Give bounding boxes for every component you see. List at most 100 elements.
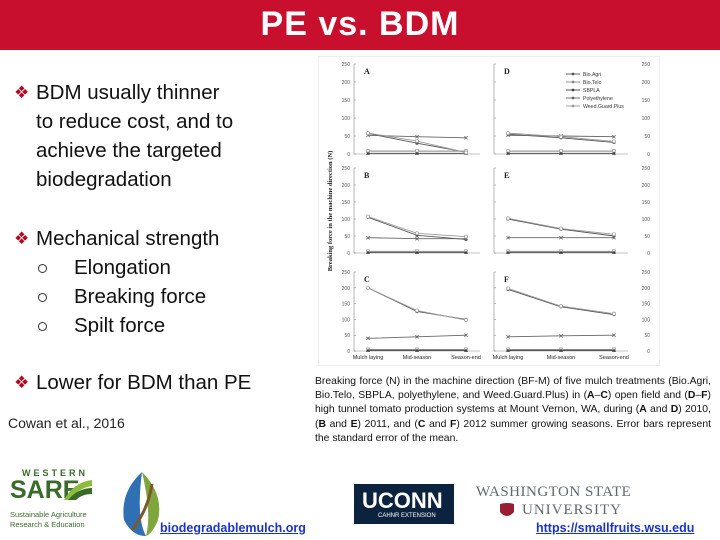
data-point <box>415 348 419 352</box>
caption-panel-letter: A <box>639 404 647 416</box>
bullet-2-line-1: Mechanical strength <box>36 227 220 250</box>
y-tick-label: 200 <box>342 286 351 292</box>
smallfruits-link[interactable]: https://smallfruits.wsu.edu <box>536 521 695 535</box>
figure-caption: Breaking force (N) in the machine direct… <box>315 375 711 446</box>
data-point <box>612 151 616 155</box>
data-point <box>612 139 616 144</box>
caption-text: – <box>695 390 702 402</box>
caption-text: ) open field and ( <box>607 390 688 402</box>
y-tick-label: 100 <box>342 317 351 323</box>
uconn-sub-text: CAHNR EXTENSION <box>378 513 436 519</box>
data-point <box>366 151 370 155</box>
data-point <box>464 234 468 239</box>
data-point <box>559 348 563 352</box>
data-point <box>464 318 468 322</box>
data-point <box>415 231 419 236</box>
data-point <box>366 348 370 352</box>
caption-panel-letter: D <box>687 390 696 402</box>
sare-sub-text-2: Research & Education <box>10 520 85 529</box>
panel-label-C: C <box>364 275 370 284</box>
y-tick-label: 100 <box>642 317 651 323</box>
data-point <box>559 304 563 309</box>
y-tick-label: 50 <box>344 234 350 240</box>
caption-panel-letter: B <box>318 418 326 430</box>
data-point <box>415 134 419 139</box>
y-tick-label: 250 <box>642 270 651 276</box>
data-point <box>464 150 468 155</box>
y-tick-label: 0 <box>347 152 350 158</box>
y-tick-label: 250 <box>642 166 651 172</box>
sub-bullet-spilt-force: Spilt force <box>74 314 166 337</box>
breaking-force-chart: A 0 50 100 150 200 250 B 0 50 100 150 200 250 C 0 50 100 1… <box>318 56 660 366</box>
caption-panel-letter: C <box>600 390 608 402</box>
y-tick-label: 250 <box>642 62 651 68</box>
data-point <box>366 235 370 240</box>
data-point <box>559 134 563 139</box>
uconn-logo: UCONN CAHNR EXTENSION <box>354 484 454 524</box>
bullet-1-line-1: BDM usually thinner <box>36 81 220 104</box>
data-point <box>415 250 419 254</box>
circle-bullet-icon <box>38 264 47 273</box>
sare-top-text: WESTERN <box>22 468 88 478</box>
diamond-bullet-icon: ❖ <box>14 373 30 392</box>
sub-bullet-breaking-force: Breaking force <box>74 285 207 308</box>
bullet-1-line-2: to reduce cost, and to <box>36 110 234 133</box>
panel-label-F: F <box>504 275 509 284</box>
data-point <box>415 308 419 313</box>
y-tick-label: 200 <box>342 183 351 189</box>
caption-panel-letter: A <box>587 390 595 402</box>
y-tick-label: 50 <box>344 134 350 140</box>
data-point <box>506 286 510 291</box>
data-point <box>366 214 370 219</box>
data-point <box>612 235 616 240</box>
data-point <box>464 348 468 352</box>
biodegradablemulch-link[interactable]: biodegradablemulch.org <box>160 521 306 535</box>
data-point <box>415 334 419 339</box>
x-tick-label: Season-end <box>451 355 481 361</box>
bullet-3-line-1: Lower for BDM than PE <box>36 371 252 394</box>
caption-text: and <box>425 418 450 430</box>
panel-label-A: A <box>364 67 370 76</box>
y-tick-label: 0 <box>347 251 350 257</box>
y-tick-label: 250 <box>342 62 351 68</box>
data-point <box>612 333 616 338</box>
data-point <box>506 131 510 136</box>
data-point <box>506 348 510 352</box>
sare-field-icon <box>64 480 92 500</box>
data-point <box>559 235 563 240</box>
data-point <box>559 250 563 254</box>
data-point <box>612 311 616 316</box>
diamond-bullet-icon: ❖ <box>14 83 30 102</box>
y-tick-label: 250 <box>342 166 351 172</box>
y-tick-label: 150 <box>642 98 651 104</box>
y-tick-label: 200 <box>342 80 351 86</box>
data-point <box>366 250 370 254</box>
sub-bullet-elongation: Elongation <box>74 256 171 279</box>
data-point <box>366 285 370 290</box>
y-tick-label: 100 <box>342 217 351 223</box>
y-axis-label: Breaking force in the machine direction … <box>327 151 334 272</box>
y-tick-label: 150 <box>642 200 651 206</box>
caption-text: ) 2011, and ( <box>357 418 418 430</box>
y-tick-label: 200 <box>642 183 651 189</box>
data-point <box>464 333 468 338</box>
caption-text: and <box>646 404 671 416</box>
x-tick-label: Mulch laying <box>353 355 384 361</box>
x-tick-label: Mulch laying <box>493 355 524 361</box>
legend-label: Bio.Telo <box>583 80 602 86</box>
panel-label-B: B <box>364 171 370 180</box>
y-tick-label: 0 <box>347 349 350 355</box>
y-tick-label: 50 <box>644 234 650 240</box>
wsu-cougar-icon <box>500 503 514 516</box>
caption-text: ) 2012 summer growing seasons. Error bar… <box>315 418 711 444</box>
chart-frame <box>318 56 660 366</box>
legend-label: Bio.Agri <box>583 72 601 78</box>
y-tick-label: 150 <box>642 302 651 308</box>
data-point <box>612 232 616 237</box>
caption-text: ) high tunnel tomato production systems … <box>315 390 711 416</box>
data-point <box>559 151 563 155</box>
citation: Cowan et al., 2016 <box>8 415 125 431</box>
title-bar: PE vs. BDM <box>0 0 720 50</box>
y-tick-label: 50 <box>644 134 650 140</box>
data-point <box>612 348 616 352</box>
